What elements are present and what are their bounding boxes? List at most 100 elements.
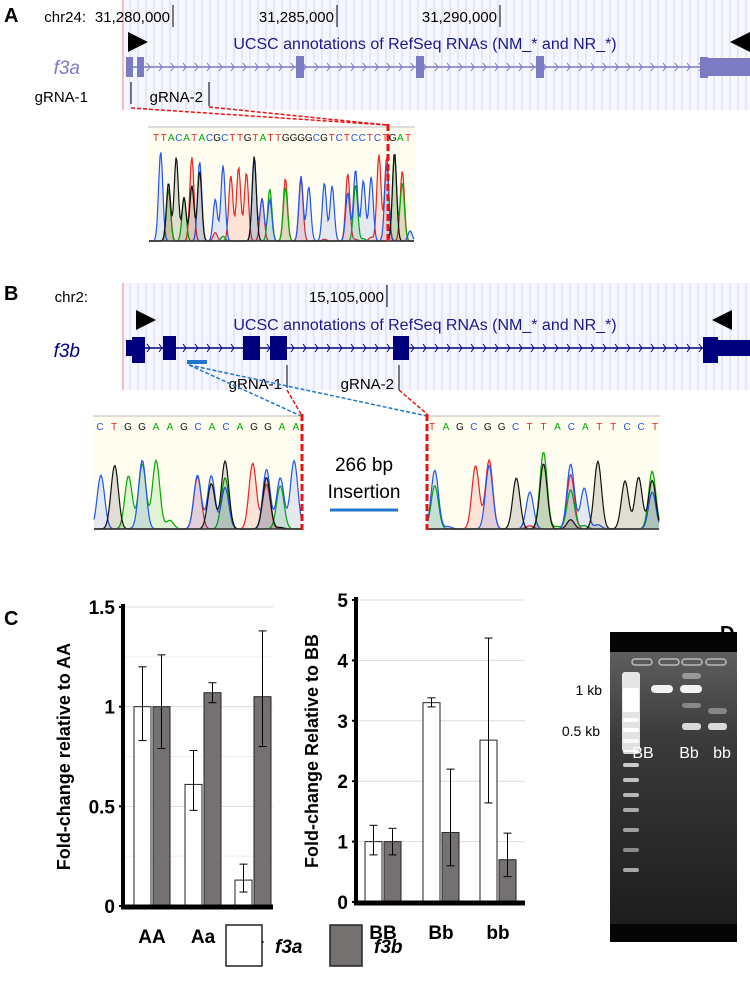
y-tick-label: 4 [337, 651, 348, 672]
base-call: A [153, 422, 160, 433]
gel-well [658, 658, 680, 666]
base-call: T [405, 133, 411, 144]
strand-chevron-icon [206, 62, 211, 72]
trace-fill [149, 154, 414, 241]
base-call: A [397, 133, 404, 144]
strand-chevron-icon [290, 343, 295, 353]
marker-05kb-label: 0.5 kb [562, 723, 600, 739]
base-call: A [168, 133, 175, 144]
strand-chevron-icon [146, 343, 151, 353]
exon [163, 336, 176, 360]
y-tick-label: 1 [104, 698, 115, 719]
y-tick-label: 0 [104, 897, 115, 918]
strand-chevron-icon [506, 343, 511, 353]
insertion-origin-mark [187, 360, 207, 364]
gene-label-f3a: f3a [54, 58, 80, 79]
ladder-band [623, 868, 639, 872]
strand-chevron-icon [614, 62, 619, 72]
base-call: A [260, 133, 267, 144]
strand-chevron-icon [326, 343, 331, 353]
strand-chevron-icon [674, 62, 679, 72]
panel-label-c: C [4, 608, 18, 630]
track-title-b: UCSC annotations of RefSeq RNAs (NM_* an… [233, 317, 616, 334]
base-call: G [498, 422, 506, 433]
strand-chevron-icon [182, 62, 187, 72]
base-call: G [244, 133, 252, 144]
track-grid-a [129, 0, 747, 110]
genome-browser-track-a [123, 0, 750, 110]
strand-chevron-icon [386, 62, 391, 72]
band-05kb [708, 723, 727, 730]
strand-chevron-icon [578, 343, 583, 353]
base-call: T [367, 133, 373, 144]
zoom-line-red [130, 107, 388, 126]
base-call: C [336, 133, 343, 144]
strand-chevron-icon [290, 62, 295, 72]
strand-chevron-icon [482, 343, 487, 353]
y-tick-label: 0.5 [89, 797, 116, 818]
strand-chevron-icon [350, 62, 355, 72]
strand-chevron-icon [194, 343, 199, 353]
base-call: A [554, 422, 561, 433]
strand-chevron-icon [494, 62, 499, 72]
strand-chevron-icon [626, 62, 631, 72]
strand-chevron-icon [698, 343, 703, 353]
base-call: T [527, 422, 533, 433]
strand-chevron-icon [218, 62, 223, 72]
base-call: T [540, 422, 546, 433]
base-call: G [282, 133, 290, 144]
base-call: A [183, 133, 190, 144]
base-call: T [329, 133, 335, 144]
strand-chevron-icon [158, 62, 163, 72]
strand-arrow-right-icon [136, 310, 156, 330]
strand-chevron-icon [686, 62, 691, 72]
marker-1kb-label: 1 kb [576, 682, 603, 698]
base-call: G [180, 422, 188, 433]
strand-chevron-icon [434, 343, 439, 353]
chrom-label-a: chr24: [44, 9, 86, 26]
track-grid-b [129, 283, 747, 390]
insertion-size: 266 bp [335, 455, 393, 476]
strand-chevron-icon [626, 343, 631, 353]
base-call: T [344, 133, 350, 144]
zoom-line-blue [188, 364, 428, 417]
gel-bottom-edge [610, 924, 737, 942]
base-call: A [209, 422, 216, 433]
y-tick-label: 3 [337, 712, 348, 733]
base-call: A [237, 422, 244, 433]
band-1kb [680, 685, 702, 693]
base-call: C [175, 133, 182, 144]
base-call: A [293, 422, 300, 433]
trace-fill [94, 463, 301, 529]
strand-chevron-icon [278, 62, 283, 72]
strand-chevron-icon [182, 343, 187, 353]
ladder-band [623, 778, 639, 782]
panel-label-a: A [4, 5, 18, 27]
strand-chevron-icon [662, 62, 667, 72]
strand-chevron-icon [566, 343, 571, 353]
base-call: G [290, 133, 298, 144]
base-call: T [267, 133, 273, 144]
x-tick-label: Bb [428, 923, 453, 944]
strand-chevron-icon [326, 62, 331, 72]
base-call: G [297, 133, 305, 144]
base-call: C [374, 133, 381, 144]
zoom-line-red [286, 389, 302, 415]
base-call: C [194, 422, 201, 433]
y-axis-label: Fold-change relative to AA [54, 643, 74, 870]
base-call: C [568, 422, 575, 433]
strand-chevron-icon [230, 343, 235, 353]
base-call: T [429, 422, 435, 433]
strand-chevron-icon [470, 343, 475, 353]
trace-fill [428, 452, 659, 529]
strand-chevron-icon [494, 343, 499, 353]
grna2-label-a: gRNA-2 [150, 89, 203, 106]
strand-chevron-icon [362, 62, 367, 72]
base-call: G [264, 422, 272, 433]
strand-chevron-icon [554, 62, 559, 72]
base-call: T [596, 422, 602, 433]
base-call: T [275, 133, 281, 144]
base-call: G [213, 133, 221, 144]
base-call: C [512, 422, 519, 433]
